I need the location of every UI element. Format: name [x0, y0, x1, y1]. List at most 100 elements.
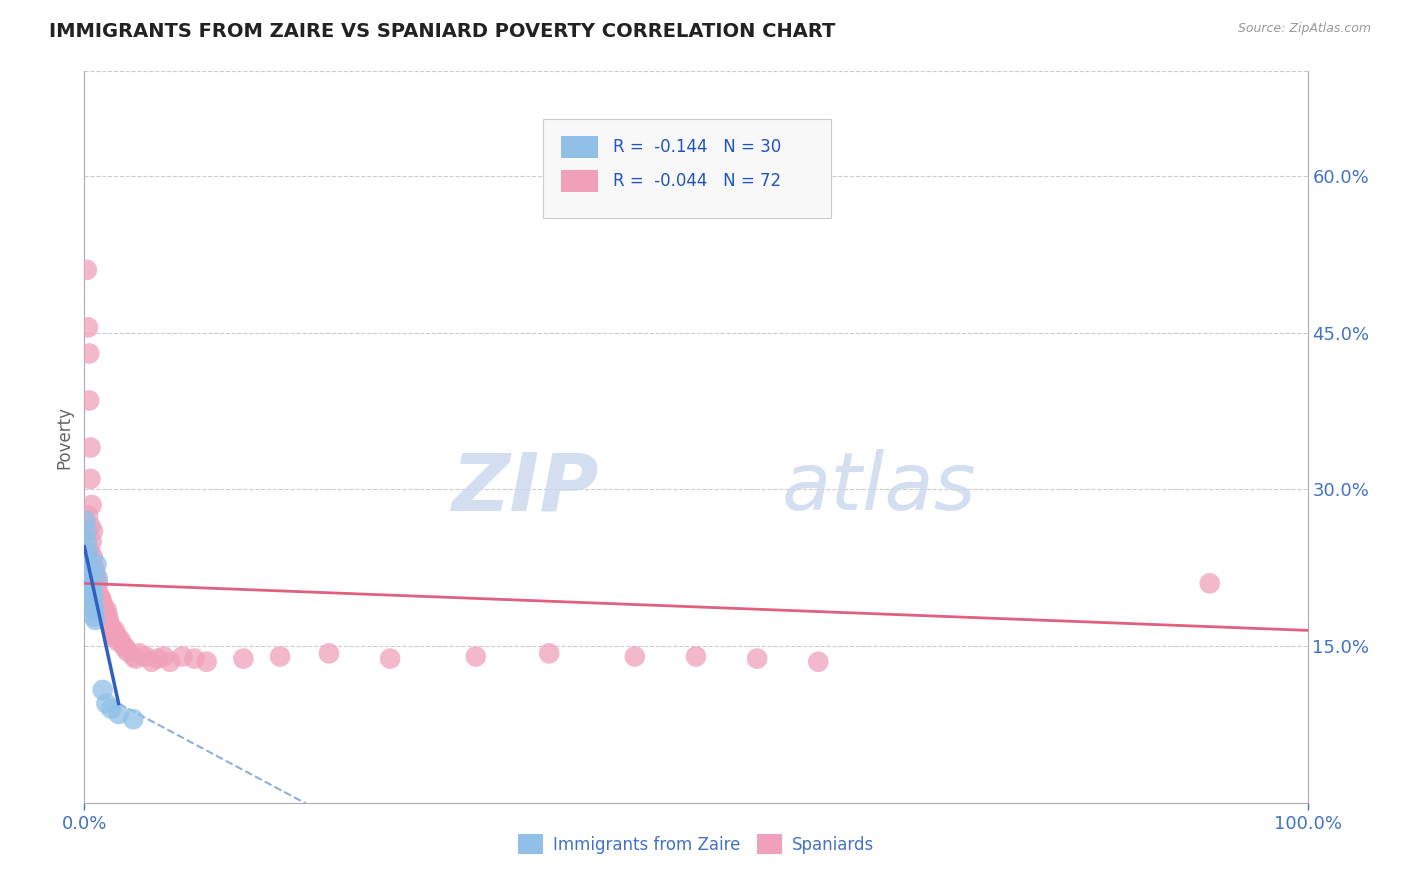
Point — [101, 624, 124, 638]
Point — [104, 624, 127, 638]
Point — [79, 592, 101, 607]
Point — [195, 655, 218, 669]
Point — [76, 524, 98, 538]
Point — [122, 649, 145, 664]
Point — [83, 587, 105, 601]
Point — [84, 602, 107, 616]
Point — [183, 651, 205, 665]
Point — [87, 576, 110, 591]
Point — [84, 566, 107, 580]
Point — [105, 633, 128, 648]
Point — [172, 649, 194, 664]
Y-axis label: Poverty: Poverty — [55, 406, 73, 468]
Point — [87, 571, 110, 585]
Point — [98, 618, 121, 632]
Point — [80, 587, 103, 601]
Point — [80, 498, 103, 512]
Point — [97, 607, 120, 622]
Point — [90, 592, 112, 607]
Point — [75, 514, 97, 528]
Point — [464, 649, 486, 664]
Point — [82, 587, 104, 601]
Point — [153, 649, 176, 664]
Point — [79, 441, 101, 455]
Point — [80, 582, 103, 596]
Point — [91, 682, 114, 697]
Point — [86, 576, 108, 591]
Point — [79, 589, 101, 603]
Text: atlas: atlas — [782, 450, 976, 527]
Point — [77, 560, 100, 574]
Point — [685, 649, 707, 664]
Point — [380, 651, 402, 665]
Point — [232, 651, 254, 665]
Point — [110, 633, 132, 648]
Text: IMMIGRANTS FROM ZAIRE VS SPANIARD POVERTY CORRELATION CHART: IMMIGRANTS FROM ZAIRE VS SPANIARD POVERT… — [49, 22, 835, 41]
Point — [79, 519, 101, 533]
Point — [77, 320, 100, 334]
Text: R =  -0.144   N = 30: R = -0.144 N = 30 — [613, 137, 782, 156]
Point — [79, 582, 101, 596]
Point — [80, 534, 103, 549]
Text: ZIP: ZIP — [451, 450, 598, 527]
Point — [76, 263, 98, 277]
Point — [86, 597, 108, 611]
Point — [93, 602, 115, 616]
Point — [122, 712, 145, 726]
Point — [89, 592, 111, 607]
Point — [84, 592, 107, 607]
Point — [82, 599, 104, 614]
Point — [100, 702, 122, 716]
Point — [105, 629, 128, 643]
Point — [80, 589, 103, 603]
Text: Source: ZipAtlas.com: Source: ZipAtlas.com — [1237, 22, 1371, 36]
Point — [83, 560, 105, 574]
Point — [82, 571, 104, 585]
Point — [83, 602, 105, 616]
Point — [107, 631, 129, 645]
Point — [128, 646, 150, 660]
Point — [86, 558, 108, 572]
Point — [87, 587, 110, 601]
Point — [747, 651, 769, 665]
Point — [94, 607, 117, 622]
Point — [115, 644, 138, 658]
Point — [76, 534, 98, 549]
Point — [84, 613, 107, 627]
Point — [269, 649, 291, 664]
Point — [125, 651, 148, 665]
Point — [82, 524, 104, 538]
Point — [79, 472, 101, 486]
Point — [77, 576, 100, 591]
Point — [141, 655, 163, 669]
Point — [80, 571, 103, 585]
Bar — [561, 170, 598, 192]
Point — [79, 587, 101, 601]
Point — [100, 620, 122, 634]
Point — [135, 649, 157, 664]
Point — [77, 346, 100, 360]
Point — [96, 697, 118, 711]
Point — [87, 592, 110, 607]
Point — [77, 564, 100, 578]
Point — [83, 571, 105, 585]
Point — [82, 550, 104, 565]
Point — [82, 592, 104, 607]
Point — [91, 597, 114, 611]
Point — [112, 639, 135, 653]
Point — [80, 595, 103, 609]
Point — [318, 646, 340, 660]
Point — [807, 655, 830, 669]
Point — [77, 553, 100, 567]
Point — [80, 556, 103, 570]
Point — [89, 602, 111, 616]
Point — [624, 649, 647, 664]
Text: R =  -0.044   N = 72: R = -0.044 N = 72 — [613, 172, 780, 190]
Point — [538, 646, 561, 660]
Point — [79, 545, 101, 559]
Point — [146, 651, 169, 665]
Point — [77, 545, 100, 559]
Point — [77, 393, 100, 408]
Point — [107, 706, 129, 721]
Point — [77, 508, 100, 523]
